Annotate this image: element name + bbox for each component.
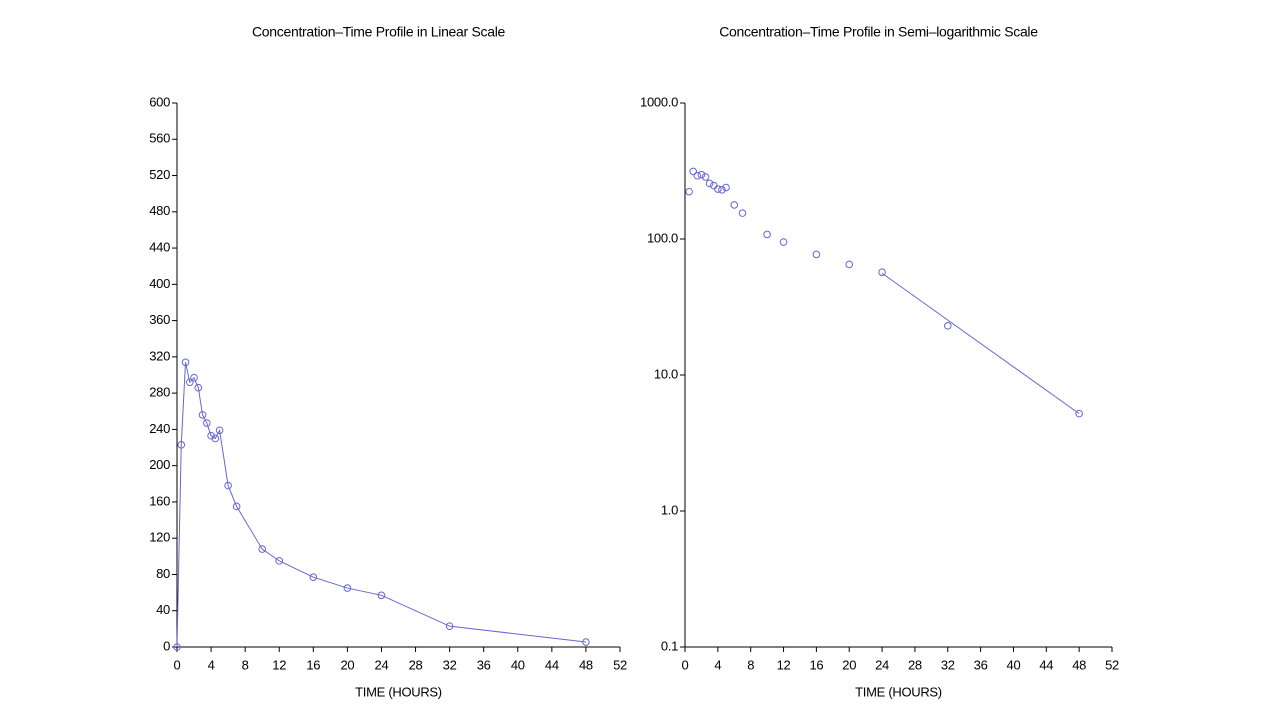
data-point — [194, 383, 203, 392]
data-point — [275, 557, 284, 565]
data-point — [697, 170, 706, 179]
chart-title: Concentration–Time Profile in Linear Sca… — [252, 24, 506, 40]
x-tick-label: 32 — [941, 657, 955, 672]
data-point — [738, 209, 747, 217]
data-point — [582, 638, 590, 646]
data-point — [718, 186, 726, 194]
x-tick-label: 52 — [613, 657, 627, 672]
x-tick-label: 40 — [1007, 657, 1021, 672]
x-tick-label: 28 — [409, 657, 423, 672]
x-tick-label: 48 — [1072, 657, 1086, 672]
data-point — [685, 187, 693, 196]
x-tick-label: 16 — [809, 657, 823, 672]
x-tick-label: 4 — [208, 657, 215, 672]
y-tick-label: 600 — [149, 94, 170, 109]
data-point — [181, 358, 190, 367]
y-tick-label: 440 — [149, 240, 170, 255]
data-point — [845, 260, 854, 269]
data-point — [177, 441, 186, 449]
y-tick-label: 40 — [156, 602, 170, 617]
data-point — [705, 179, 714, 188]
x-tick-label: 36 — [974, 657, 988, 672]
data-point — [211, 434, 220, 443]
data-point — [812, 250, 821, 259]
data-point — [185, 378, 194, 387]
y-tick-label: 480 — [149, 203, 170, 218]
x-axis-label: TIME (HOURS) — [855, 684, 942, 699]
data-point — [701, 173, 710, 181]
y-tick-label: 320 — [149, 348, 170, 363]
y-tick-label: 100.0 — [647, 230, 678, 245]
x-tick-label: 12 — [272, 657, 286, 672]
x-tick-label: 44 — [1039, 657, 1053, 672]
data-point — [722, 183, 730, 192]
x-tick-label: 28 — [908, 657, 922, 672]
y-tick-label: 400 — [149, 276, 170, 291]
fit-line — [881, 272, 1080, 415]
data-point — [730, 201, 739, 209]
y-tick-label: 80 — [156, 566, 170, 581]
x-tick-label: 32 — [443, 657, 457, 672]
x-tick-label: 16 — [306, 657, 320, 672]
y-tick-label: 360 — [149, 312, 170, 327]
x-tick-label: 0 — [174, 657, 181, 672]
x-tick-label: 20 — [340, 657, 354, 672]
data-point — [224, 481, 232, 490]
data-point — [693, 171, 702, 180]
data-point — [445, 622, 454, 630]
y-tick-label: 280 — [149, 385, 170, 400]
y-tick-label: 200 — [149, 457, 170, 472]
chart-title: Concentration–Time Profile in Semi–logar… — [719, 24, 1038, 40]
data-point — [343, 584, 352, 592]
data-point — [309, 573, 318, 581]
data-point — [377, 591, 386, 600]
x-tick-label: 20 — [842, 657, 856, 672]
data-point — [198, 411, 207, 419]
data-point — [232, 502, 241, 511]
y-tick-label: 10.0 — [654, 366, 678, 381]
data-point — [943, 322, 952, 330]
data-point — [1075, 409, 1083, 418]
y-tick-label: 0.1 — [661, 638, 678, 653]
y-tick-label: 1000.0 — [640, 94, 678, 109]
data-point — [689, 167, 698, 176]
x-tick-label: 8 — [242, 657, 249, 672]
x-tick-label: 8 — [747, 657, 754, 672]
y-tick-label: 560 — [149, 131, 170, 146]
data-point — [709, 181, 718, 190]
data-point — [215, 426, 224, 435]
y-tick-label: 0 — [163, 638, 170, 653]
x-axis-label: TIME (HOURS) — [355, 684, 442, 699]
data-point — [763, 230, 771, 239]
y-tick-label: 120 — [149, 530, 170, 545]
x-tick-label: 24 — [375, 657, 389, 672]
x-tick-label: 48 — [579, 657, 593, 672]
data-point — [190, 373, 198, 382]
x-tick-label: 52 — [1105, 657, 1119, 672]
x-tick-label: 12 — [777, 657, 791, 672]
data-point — [203, 419, 211, 427]
data-point — [173, 643, 181, 651]
x-tick-label: 36 — [477, 657, 491, 672]
data-point — [258, 545, 266, 553]
data-point — [878, 268, 886, 277]
data-point — [714, 185, 722, 193]
y-tick-label: 1.0 — [661, 502, 678, 517]
x-tick-label: 24 — [875, 657, 889, 672]
x-tick-label: 0 — [682, 657, 689, 672]
x-tick-label: 40 — [511, 657, 525, 672]
y-tick-label: 520 — [149, 167, 170, 182]
x-tick-label: 4 — [714, 657, 721, 672]
data-point — [779, 238, 788, 246]
data-line — [176, 362, 586, 648]
x-tick-label: 44 — [545, 657, 559, 672]
y-tick-label: 160 — [149, 493, 170, 508]
y-tick-label: 240 — [149, 421, 170, 436]
